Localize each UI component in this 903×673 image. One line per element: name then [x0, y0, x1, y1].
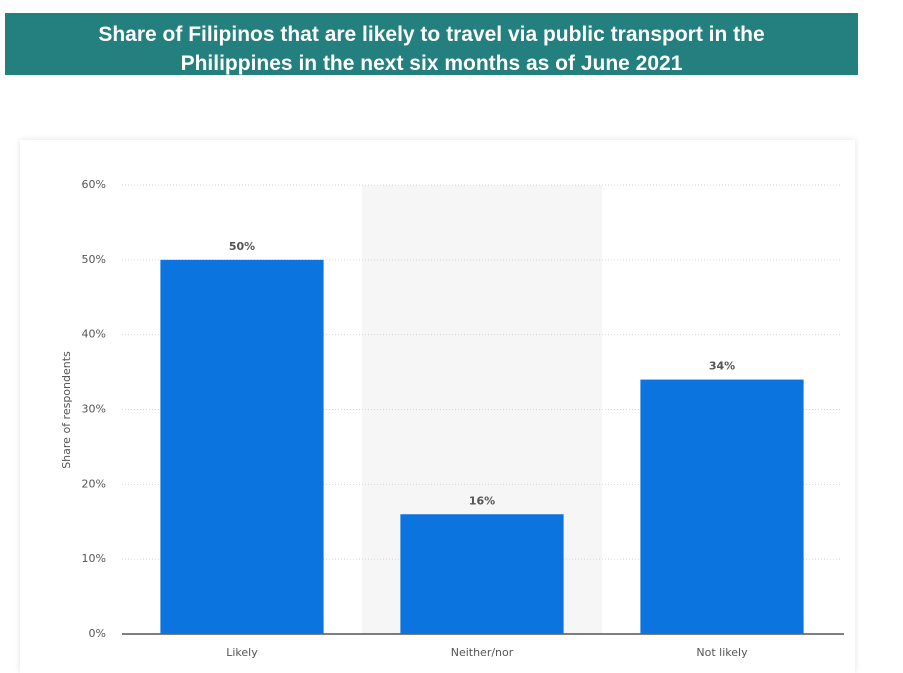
x-tick-label: Not likely — [696, 646, 748, 659]
value-label: 34% — [709, 360, 735, 373]
value-label: 16% — [469, 494, 495, 507]
y-tick-label: 60% — [82, 178, 106, 191]
y-tick-label: 10% — [82, 552, 106, 565]
value-label: 50% — [229, 240, 255, 253]
chart-title: Share of Filipinos that are likely to tr… — [98, 23, 765, 75]
title-banner: Share of Filipinos that are likely to tr… — [5, 13, 858, 75]
x-tick-label: Likely — [226, 646, 258, 659]
y-axis-label: Share of respondents — [60, 351, 73, 469]
y-tick-label: 0% — [89, 627, 106, 640]
y-tick-label: 20% — [82, 477, 106, 490]
bar — [160, 259, 324, 634]
y-tick-label: 50% — [82, 253, 106, 266]
y-tick-label: 40% — [82, 328, 106, 341]
x-tick-label: Neither/nor — [451, 646, 514, 659]
bar — [640, 379, 804, 634]
y-tick-label: 30% — [82, 403, 106, 416]
bar — [400, 514, 564, 634]
